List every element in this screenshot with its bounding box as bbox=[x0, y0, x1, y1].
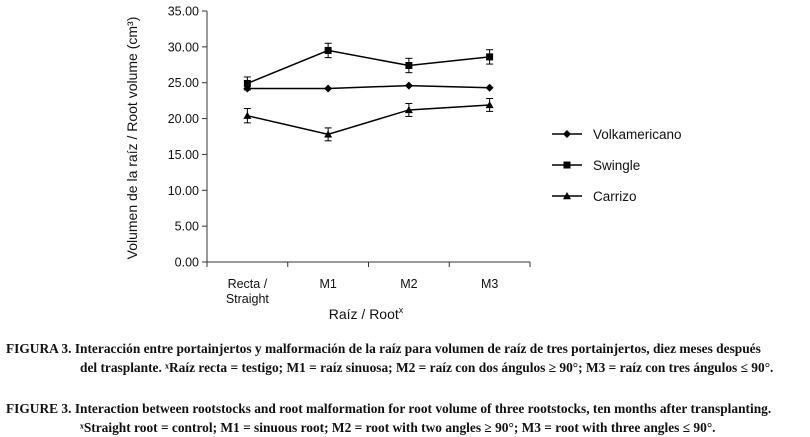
y-tick-label: 15.00 bbox=[168, 148, 199, 162]
y-tick-label: 20.00 bbox=[168, 112, 199, 126]
data-point-carrizo bbox=[485, 100, 494, 109]
y-tick-label: 10.00 bbox=[168, 184, 199, 198]
legend-label-swingle: Swingle bbox=[593, 158, 640, 173]
data-point-swingle bbox=[243, 79, 251, 87]
legend-marker-carrizo bbox=[563, 192, 571, 200]
legend-label-volkamericano: Volkamericano bbox=[593, 127, 682, 142]
data-point-carrizo bbox=[243, 111, 252, 119]
data-point-swingle bbox=[405, 62, 413, 70]
x-tick-label: Recta / bbox=[228, 277, 268, 291]
y-tick-label: 30.00 bbox=[168, 40, 199, 54]
data-point-carrizo bbox=[324, 130, 333, 138]
x-tick-label: M3 bbox=[481, 277, 498, 291]
data-point-volkamericano bbox=[324, 84, 333, 93]
legend-marker-swingle bbox=[563, 161, 571, 169]
x-tick-label: M2 bbox=[400, 277, 417, 291]
legend-label-carrizo: Carrizo bbox=[593, 189, 637, 204]
data-point-volkamericano bbox=[485, 83, 494, 92]
y-tick-label: 35.00 bbox=[168, 5, 199, 19]
root-volume-chart: 0.00 5.00 10.00 15.00 20.00 25.00 30.00 35.00 Re… bbox=[124, 5, 682, 323]
series-line-volkamericano bbox=[247, 84, 490, 90]
series-carrizo bbox=[243, 97, 494, 142]
series-swingle bbox=[243, 42, 494, 91]
y-tick-label: 0.00 bbox=[175, 256, 199, 270]
data-point-swingle bbox=[486, 53, 494, 61]
data-point-volkamericano bbox=[404, 81, 413, 90]
caption-en-line1: FIGURE 3. Interaction between rootstocks… bbox=[6, 401, 772, 416]
caption-english: FIGURE 3. Interaction between rootstocks… bbox=[6, 399, 806, 437]
legend-marker-volkamericano bbox=[563, 130, 571, 138]
x-tick-label: M1 bbox=[319, 277, 336, 291]
caption-en-line2: ˣStraight root = control; M1 = sinuous r… bbox=[80, 420, 716, 435]
series-line-swingle bbox=[247, 49, 490, 85]
data-point-swingle bbox=[324, 46, 332, 54]
y-tick-label: 25.00 bbox=[168, 76, 199, 90]
series-volkamericano bbox=[243, 81, 494, 93]
data-point-carrizo bbox=[404, 105, 413, 114]
x-tick-label-line2: Straight bbox=[226, 292, 270, 306]
y-tick-label: 5.00 bbox=[175, 220, 199, 234]
series-line-carrizo bbox=[247, 104, 490, 136]
caption-es-line1: FIGURA 3. Interacción entre portainjerto… bbox=[6, 341, 761, 356]
caption-spanish: FIGURA 3. Interacción entre portainjerto… bbox=[6, 339, 806, 377]
y-axis-title: Volumen de la raíz / Root volume (cm³) bbox=[124, 17, 140, 260]
x-axis-title: Raíz / Rootx bbox=[329, 305, 404, 322]
caption-es-line2: del trasplante. ˣRaíz recta = testigo; M… bbox=[80, 360, 774, 375]
